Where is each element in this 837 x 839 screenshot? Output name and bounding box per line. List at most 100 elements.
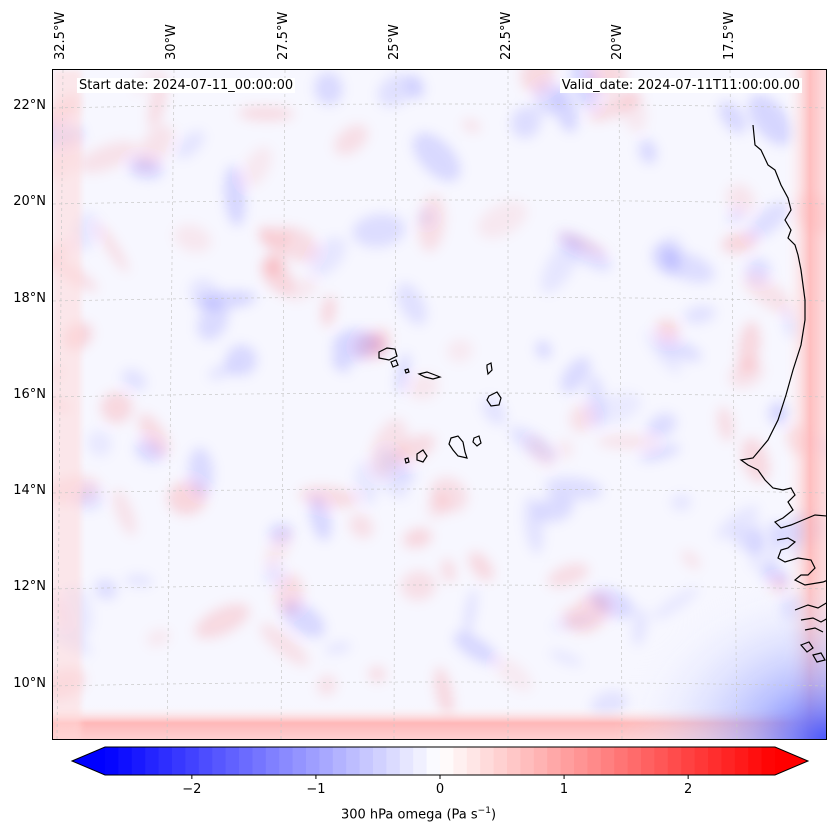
negative-omega-patch: [188, 447, 214, 496]
colorbar-cell: [359, 747, 374, 775]
lon-tick-20w: 20°W: [610, 24, 625, 60]
positive-omega-patch: [138, 413, 170, 456]
colorbar-cell: [734, 747, 749, 775]
colorbar-cell: [386, 747, 401, 775]
positive-omega-patch: [349, 513, 374, 539]
positive-omega-patch: [729, 359, 764, 388]
colorbar-cell: [413, 747, 428, 775]
positive-omega-patch: [743, 273, 795, 315]
colorbar-cell: [560, 747, 575, 775]
positive-omega-patch: [477, 200, 528, 239]
lon-tick-27-5w: 27.5°W: [276, 11, 291, 60]
positive-omega-patch: [655, 319, 680, 341]
negative-omega-patch: [748, 94, 793, 146]
map-canvas: [53, 70, 826, 739]
positive-omega-patch: [561, 605, 574, 631]
bijagos-islands: [799, 641, 826, 663]
colorbar-outline: [70, 746, 810, 776]
colorbar-cell: [708, 747, 722, 775]
negative-omega-patch: [453, 632, 498, 664]
negative-omega-patch: [396, 282, 427, 325]
positive-omega-patch: [321, 295, 336, 327]
negative-omega-patch: [549, 650, 583, 667]
colorbar-cell: [332, 747, 347, 775]
negative-omega-patch: [332, 329, 376, 362]
lat-tick-12n: 12°N: [13, 579, 46, 594]
colorbar-cell: [721, 747, 736, 775]
colorbar-cell: [105, 747, 119, 775]
positive-omega-patch: [259, 623, 309, 666]
negative-omega-patch: [727, 210, 744, 223]
positive-omega-patch: [468, 551, 494, 581]
colorbar-cell: [453, 747, 468, 775]
cape-verde-sal: [486, 362, 493, 376]
positive-omega-patch: [334, 124, 368, 155]
positive-omega-patch: [547, 563, 589, 588]
cape-verde-santiago: [448, 435, 468, 459]
positive-omega-patch: [96, 222, 129, 273]
cape-verde-sao-nicolau: [417, 371, 442, 380]
colorbar-cell: [265, 747, 280, 775]
positive-omega-patch: [741, 437, 770, 483]
colorbar-tick-label: 1: [559, 782, 569, 797]
negative-omega-patch: [412, 132, 461, 182]
positive-omega-patch: [494, 657, 533, 692]
colorbar-cell: [306, 747, 320, 775]
negative-omega-patch: [352, 213, 406, 248]
colorbar-cell: [507, 747, 521, 775]
negative-omega-patch: [128, 157, 164, 179]
positive-omega-patch: [558, 232, 608, 256]
negative-omega-patch: [718, 100, 747, 134]
colorbar-label-exponent: −1: [477, 806, 491, 816]
positive-omega-patch: [394, 434, 436, 464]
negative-omega-patch: [124, 574, 154, 587]
positive-omega-patch: [681, 550, 701, 569]
positive-omega-patch: [446, 339, 473, 363]
colorbar-cell: [131, 747, 146, 775]
cape-verde-santo-antao: [378, 347, 398, 361]
lat-tick-14n: 14°N: [13, 483, 46, 498]
negative-omega-patch: [74, 487, 103, 511]
colorbar-cell: [145, 747, 160, 775]
negative-omega-patch: [463, 588, 477, 638]
negative-omega-patch: [716, 505, 759, 540]
colorbar-cell: [118, 747, 133, 775]
colorbar-cell: [654, 747, 669, 775]
cape-verde-boa-vista: [486, 391, 502, 407]
negative-omega-patch: [750, 518, 762, 573]
negative-omega-patch: [553, 85, 578, 133]
colorbar-cell: [761, 747, 776, 775]
negative-omega-patch: [324, 642, 352, 654]
colorbar-cell: [587, 747, 602, 775]
colorbar-cell: [440, 747, 454, 775]
positive-omega-patch: [520, 70, 555, 93]
positive-omega-patch: [195, 603, 250, 639]
positive-omega-patch: [721, 232, 757, 253]
colorbar-tick-marks: [191, 775, 689, 779]
colorbar-extend-max: [775, 747, 808, 775]
colorbar-cell: [399, 747, 414, 775]
colorbar: [70, 746, 810, 779]
positive-omega-patch: [276, 227, 319, 263]
positive-omega-patch: [146, 629, 171, 647]
negative-omega-patch: [135, 439, 164, 463]
coastlines: [378, 124, 826, 663]
colorbar-cell: [614, 747, 629, 775]
positive-omega-patch: [286, 277, 318, 302]
negative-omega-patch: [524, 495, 544, 554]
positive-omega-patch: [173, 224, 212, 253]
negative-omega-patch: [639, 444, 681, 462]
negative-omega-patch: [544, 476, 603, 501]
colorbar-cell: [600, 747, 615, 775]
positive-omega-patch: [620, 89, 647, 133]
colorbar-cell: [185, 747, 200, 775]
positive-omega-patch: [400, 570, 436, 601]
colorbar-cells: [72, 747, 808, 775]
negative-omega-patch: [224, 165, 246, 227]
positive-omega-patch: [726, 184, 755, 215]
colorbar-cell: [574, 747, 588, 775]
lon-tick-32-5w: 32.5°W: [53, 11, 68, 60]
positive-omega-patch: [403, 528, 433, 548]
negative-omega-patch: [594, 392, 642, 424]
colorbar-cell: [426, 747, 441, 775]
